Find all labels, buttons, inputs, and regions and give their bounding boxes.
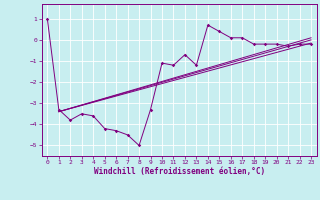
X-axis label: Windchill (Refroidissement éolien,°C): Windchill (Refroidissement éolien,°C) <box>94 167 265 176</box>
